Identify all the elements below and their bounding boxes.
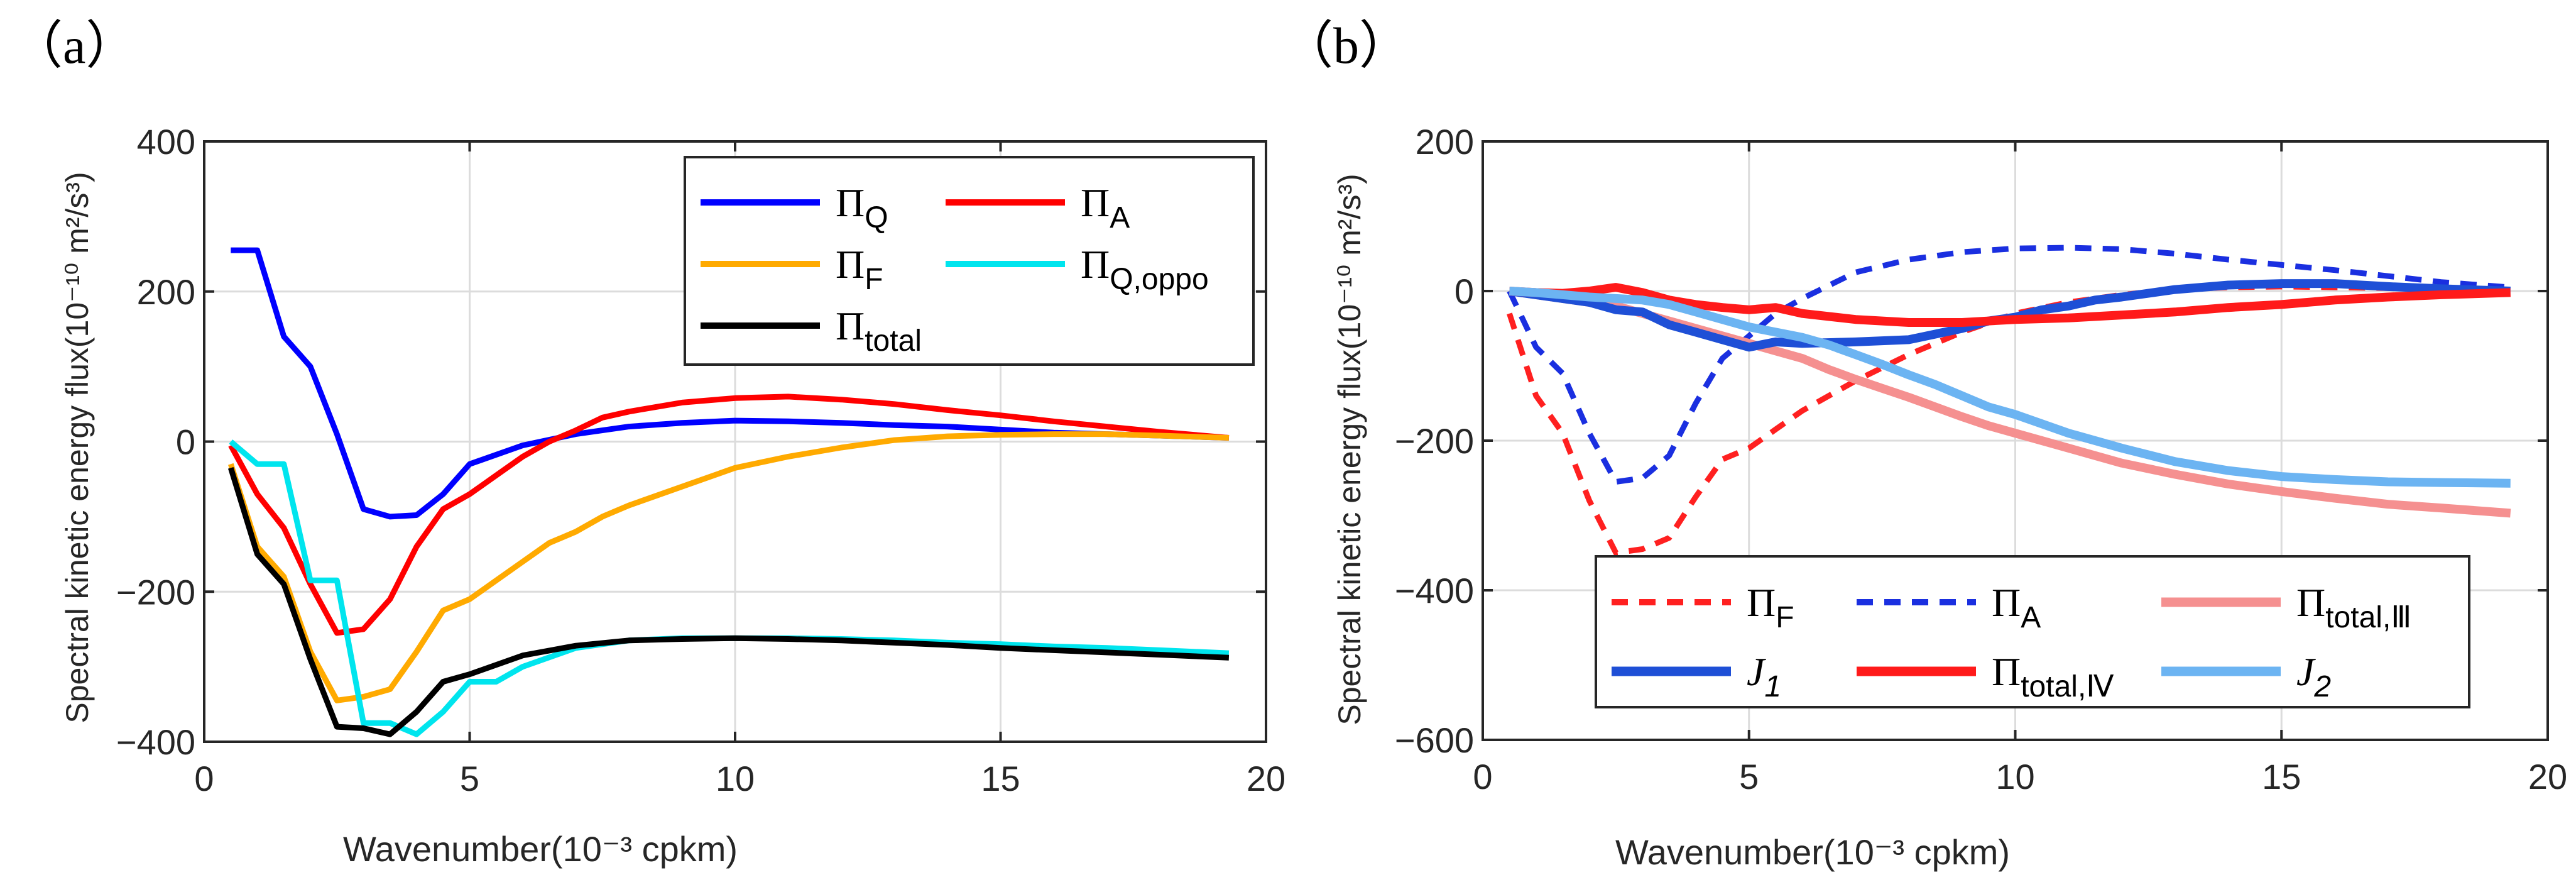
panel-b-legend-item: J2 [2161, 649, 2331, 703]
panel-b-legend-label-sub: 1 [1764, 670, 1781, 703]
panel-b-legend-box [1595, 555, 2470, 708]
panel-a-y-axis-label: Spectral kinetic energy flux(10⁻¹⁰ m²/s³… [60, 172, 95, 723]
panel-a-legend-label-main: Π [1081, 180, 1110, 225]
panel-a-legend-item: ΠF [701, 242, 883, 296]
panel-a-label: （a） [11, 17, 137, 74]
panel-a-x-tick-label: 5 [460, 759, 479, 798]
panel-a: （a） 0 5 10 15 20 −400 −200 0 200 400 Wavenumber(1… [11, 17, 1285, 869]
panel-b-legend-label-sub: F [1776, 601, 1794, 634]
panel-b-legend-label-main: J [2296, 649, 2316, 694]
panel-b-y-tick-label: −400 [1395, 571, 1474, 610]
panel-a-legend-label: Πtotal [836, 304, 922, 358]
panel-b-series-line-j-2 [1509, 287, 2511, 488]
panel-b-legend-label-main: Π [1992, 649, 2021, 694]
panel-a-legend-label: ΠQ,oppo [1081, 242, 1209, 296]
panel-a-x-tick-label: 10 [716, 759, 755, 798]
panel-b-legend-label-sub: total,Ⅳ [2021, 670, 2114, 703]
panel-b-legend-label-sub: 2 [2313, 670, 2331, 703]
panel-b-legend-label-main: Π [1747, 580, 1776, 625]
panel-b-series-line-j-1 [1509, 279, 2511, 352]
panel-b-legend-label: ΠA [1992, 580, 2041, 634]
panel-b-legend-label: Πtotal,Ⅲ [2296, 580, 2411, 634]
panel-a-x-tick-label: 15 [981, 759, 1020, 798]
panel-b-legend-item: J1 [1612, 649, 1781, 703]
panel-a-legend-label-sub: Q [865, 201, 888, 234]
panel-b: （b） 0 5 10 15 20 −600 −400 −200 0 200 Wavenumber(… [1282, 17, 2567, 872]
panel-a-x-tick-label: 0 [194, 759, 214, 798]
panel-b-x-tick-label: 0 [1473, 757, 1492, 796]
panel-a-y-tick-label: 400 [137, 122, 195, 162]
panel-b-y-tick-label: 200 [1416, 122, 1474, 162]
panel-b-legend-label-main: Π [1992, 580, 2021, 625]
panel-b-ticks: 0 5 10 15 20 −600 −400 −200 0 200 [1395, 122, 2567, 796]
panel-b-legend-label: J1 [1747, 649, 1781, 703]
panel-b-legend-item: ΠA [1857, 580, 2041, 634]
panel-b-series-line--a [1507, 245, 2511, 485]
panel-a-legend-label-main: Π [836, 304, 865, 348]
panel-b-y-tick-label: −200 [1395, 421, 1474, 461]
panel-b-x-tick-label: 20 [2528, 757, 2567, 796]
panel-a-legend-label: ΠF [836, 242, 883, 296]
panel-a-series-line--q [231, 247, 1230, 520]
panel-b-x-axis-label: Wavenumber(10⁻³ cpkm) [1615, 832, 2010, 872]
panel-a-legend-label-main: Π [836, 180, 865, 225]
panel-b-legend-label-main: J [1747, 649, 1766, 694]
panel-a-y-tick-label: 200 [137, 272, 195, 312]
panel-b-y-tick-label: −600 [1395, 720, 1474, 760]
panel-a-legend-label: ΠQ [836, 180, 888, 234]
panel-b-x-tick-label: 5 [1739, 757, 1759, 796]
panel-b-legend-label-sub: total,Ⅲ [2325, 601, 2411, 634]
panel-b-x-tick-label: 15 [2262, 757, 2301, 796]
panel-a-y-tick-label: −200 [116, 572, 195, 612]
panel-b-series-line--f [1507, 284, 2511, 556]
panel-a-legend-label-main: Π [836, 242, 865, 287]
panel-a-legend-label-sub: A [1110, 201, 1130, 234]
panel-b-legend-item: Πtotal,Ⅳ [1857, 649, 2114, 703]
panel-b-legend-label-main: Π [2296, 580, 2325, 625]
panel-b-legend-label: J2 [2296, 649, 2331, 703]
panel-a-legend-label-sub: Q,oppo [1110, 263, 1208, 296]
panel-a-legend-label: ΠA [1081, 180, 1130, 234]
panel-a-legend-item: ΠA [946, 180, 1130, 234]
panel-a-legend-label-sub: F [865, 263, 883, 296]
panel-a-legend-item: ΠQ [701, 180, 888, 234]
panel-a-series [227, 247, 1230, 737]
panel-b-legend-label: ΠF [1747, 580, 1794, 634]
panel-b-legend-label: Πtotal,Ⅳ [1992, 649, 2114, 703]
panel-a-legend-label-main: Π [1081, 242, 1110, 287]
panel-a-x-tick-label: 20 [1247, 759, 1285, 798]
panel-a-series-line--total [227, 466, 1230, 737]
panel-a-x-axis-label: Wavenumber(10⁻³ cpkm) [343, 829, 738, 869]
panel-a-y-tick-label: −400 [116, 722, 195, 762]
panel-b-x-tick-label: 10 [1995, 757, 2034, 796]
panel-b-y-tick-label: 0 [1454, 272, 1474, 311]
panel-a-legend-item: Πtotal [701, 304, 922, 358]
panel-a-series-line--f [228, 431, 1230, 703]
panel-b-legend-item: ΠF [1612, 580, 1794, 634]
panel-b-legend-item: Πtotal,Ⅲ [2161, 580, 2411, 634]
panel-a-y-tick-label: 0 [176, 422, 195, 462]
panel-a-ticks: 0 5 10 15 20 −400 −200 0 200 400 [116, 122, 1285, 798]
panel-b-legend-label-sub: A [2021, 601, 2041, 634]
panel-a-legend-label-sub: total [865, 324, 922, 358]
panel-b-label: （b） [1282, 17, 1411, 74]
panel-b-series-line--total-iv [1509, 283, 2511, 327]
panel-a-legend-item: ΠQ,oppo [946, 242, 1209, 296]
panel-b-series [1507, 245, 2511, 556]
panel-b-y-axis-label: Spectral kinetic energy flux(10⁻¹⁰ m²/s³… [1332, 173, 1367, 725]
